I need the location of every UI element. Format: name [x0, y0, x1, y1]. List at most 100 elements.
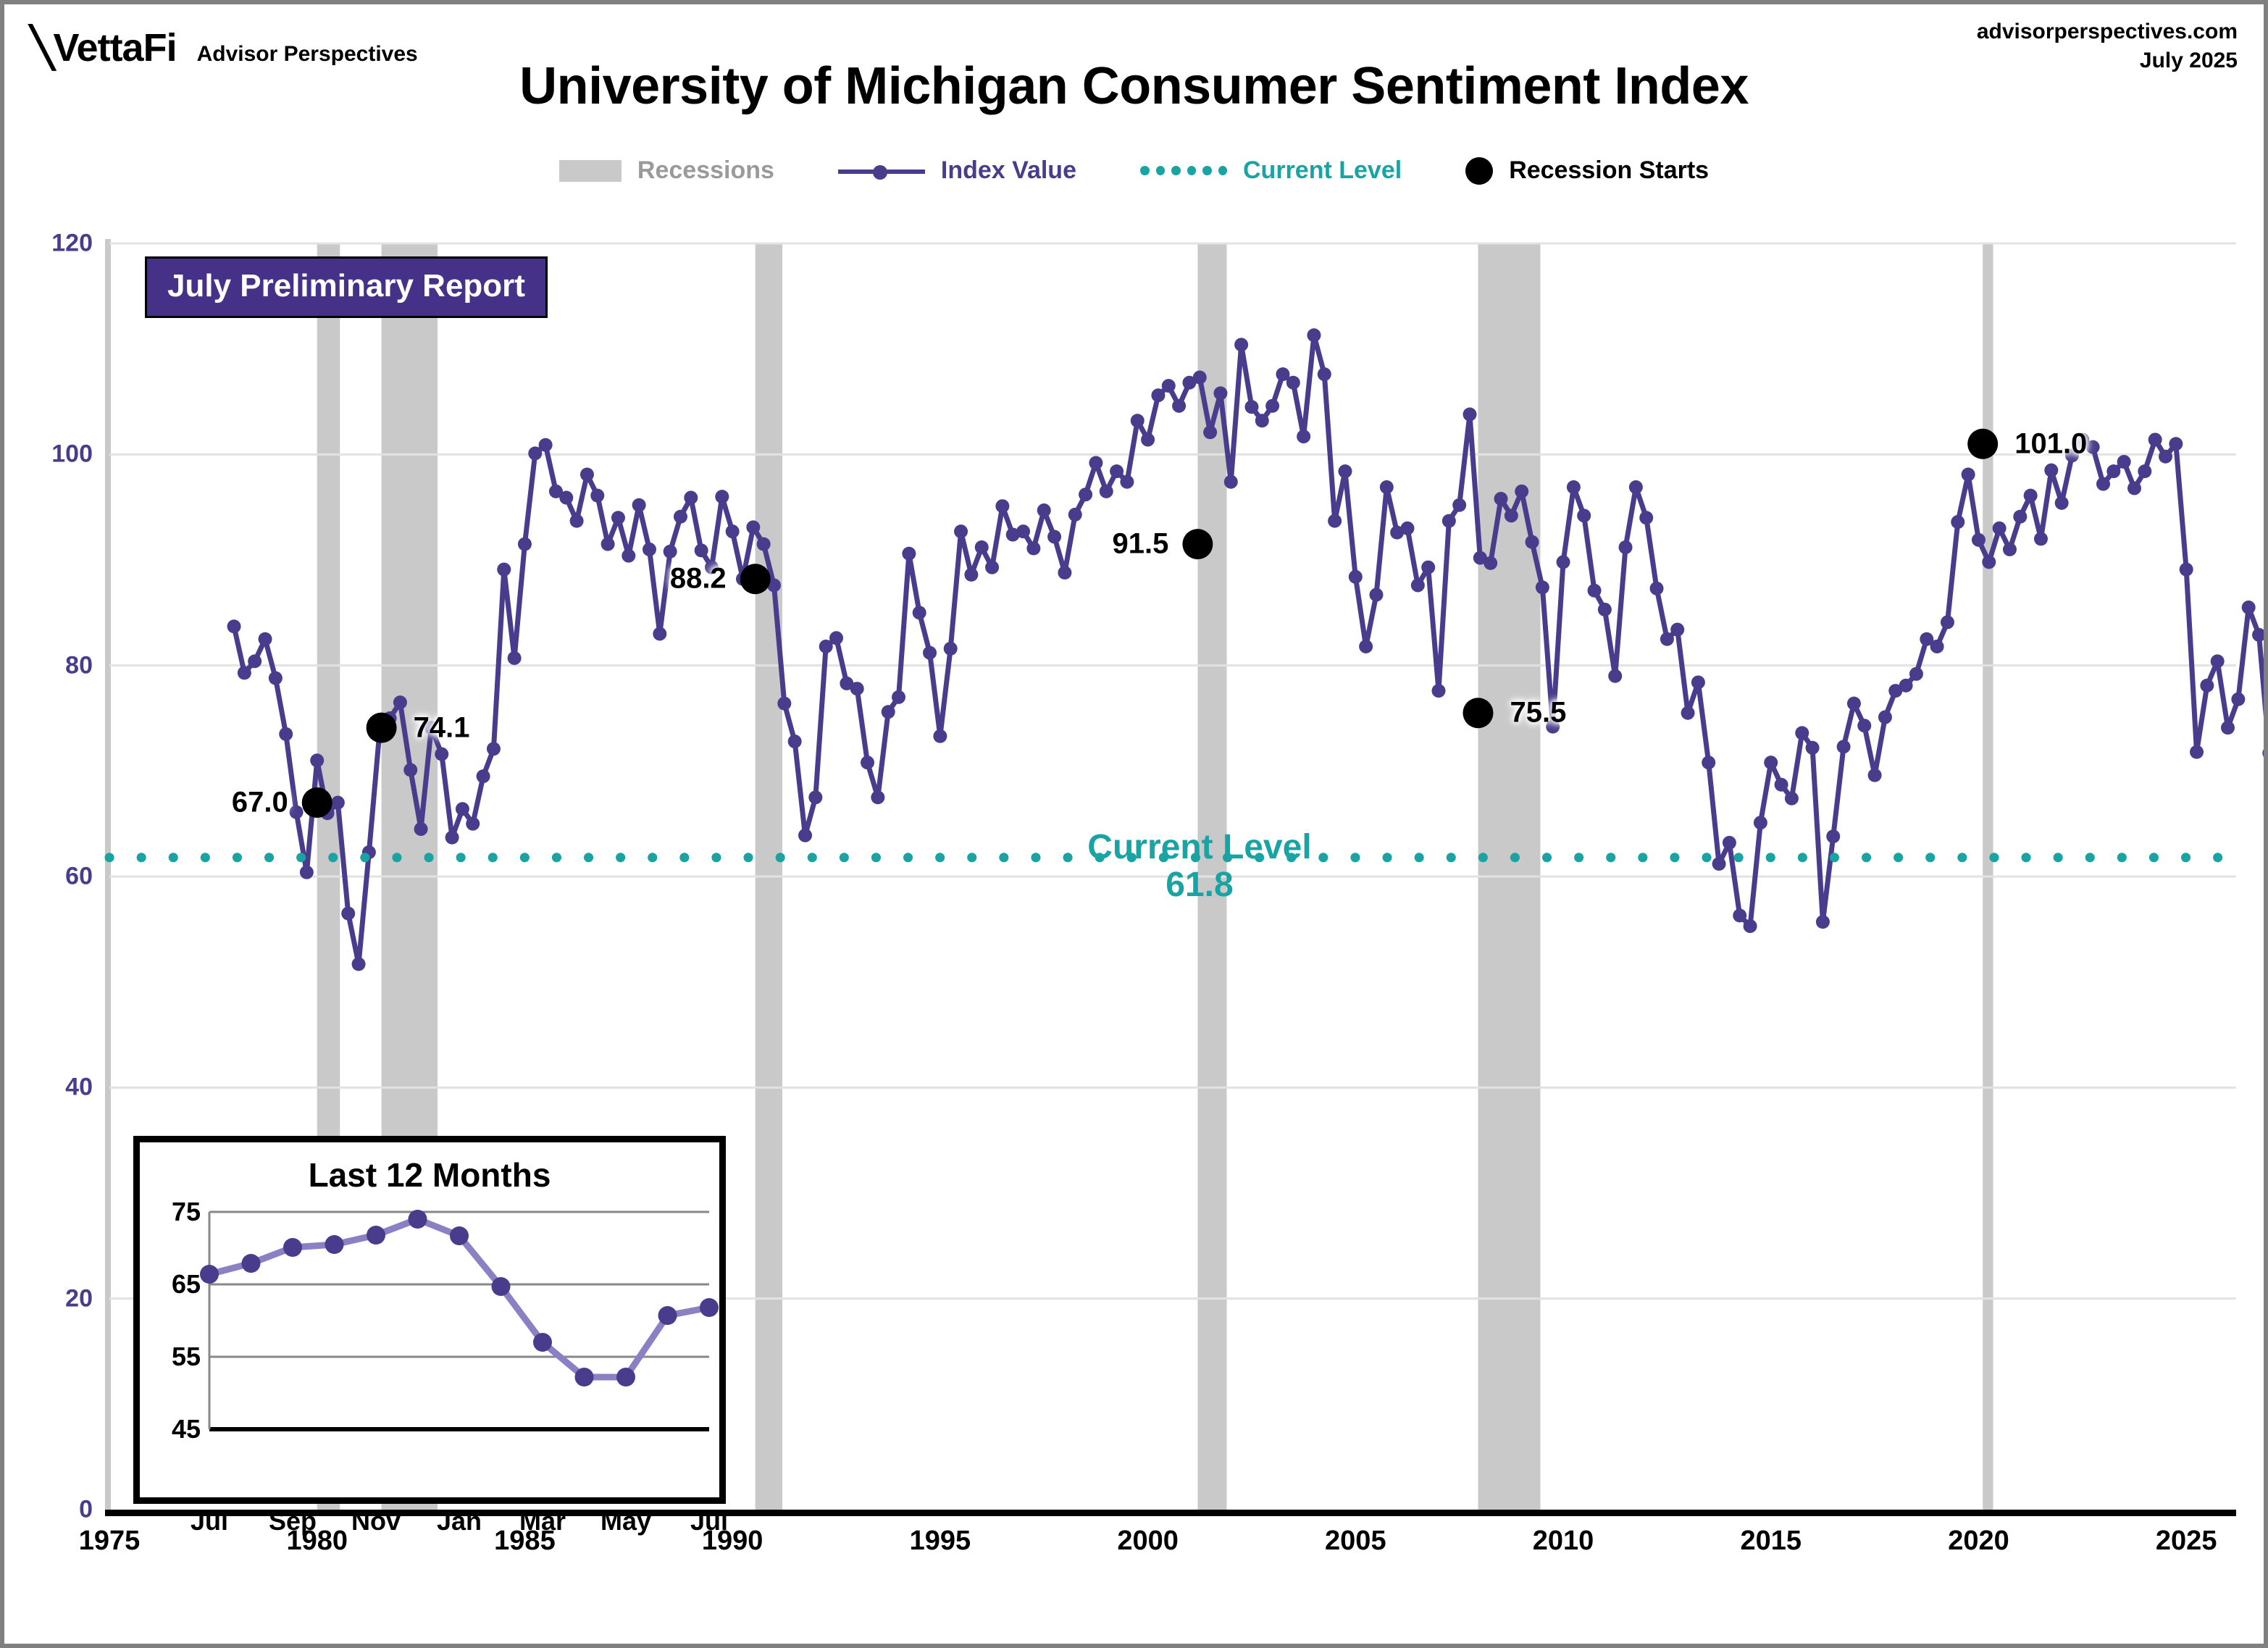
x-axis-tick-label: 2000 — [1117, 1526, 1179, 1556]
inset-x-tick-label: Nov — [351, 1506, 401, 1536]
x-axis-tick-label: 2005 — [1325, 1526, 1386, 1556]
recession-value-label: 91.5 — [1112, 527, 1169, 560]
inset-x-tick-label: Mar — [519, 1506, 566, 1536]
x-axis-tick-label: 2010 — [1532, 1526, 1594, 1556]
recession-band-swatch-icon — [558, 159, 622, 182]
index-value-marker — [1286, 375, 1300, 390]
index-value-marker — [310, 753, 325, 768]
current-level-annotation: Current Level 61.8 — [1047, 829, 1352, 904]
index-value-marker — [1421, 560, 1436, 574]
index-value-marker — [517, 537, 532, 551]
inset-plot-area: 45 55 65 75 Jul Sep Nov Jan Mar May Jul — [172, 1197, 728, 1536]
index-value-marker — [767, 578, 781, 593]
index-value-marker — [1276, 367, 1290, 382]
index-value-marker — [694, 543, 708, 558]
index-value-marker — [1826, 829, 1841, 844]
index-value-marker — [2085, 440, 2100, 454]
index-value-marker — [819, 639, 833, 653]
index-value-marker — [1265, 398, 1280, 413]
index-value-marker — [1431, 684, 1446, 698]
index-value-marker — [1795, 726, 1809, 740]
index-value-marker — [1089, 456, 1103, 470]
vettafi-logo-text: VettaFi — [53, 26, 177, 70]
index-value-marker — [2023, 488, 2038, 503]
recession-start-marker — [1463, 698, 1494, 729]
inset-x-tick-label: Jul — [190, 1506, 229, 1536]
index-value-marker — [2221, 721, 2235, 735]
current-level-annotation-title: Current Level — [1087, 828, 1312, 866]
black-dot-swatch-icon — [1465, 156, 1494, 185]
index-value-marker — [1639, 511, 1654, 525]
index-value-marker — [1971, 532, 1985, 547]
index-value-marker — [1182, 375, 1197, 390]
index-value-marker — [1743, 919, 1757, 933]
index-value-marker — [445, 830, 459, 845]
index-value-marker — [2231, 692, 2246, 706]
index-value-marker — [424, 721, 438, 735]
recession-start-marker — [301, 787, 332, 819]
index-value-marker — [1130, 414, 1145, 428]
index-value-marker — [1649, 581, 1664, 595]
index-value-marker — [840, 676, 854, 690]
index-value-marker — [414, 821, 428, 836]
x-axis-tick-label: 1990 — [701, 1526, 763, 1556]
index-value-marker — [1452, 498, 1467, 512]
index-value-marker — [943, 641, 958, 656]
index-value-marker — [777, 696, 792, 711]
index-value-marker — [548, 484, 563, 498]
index-value-marker — [1628, 480, 1643, 494]
x-axis-tick-label: 2015 — [1740, 1526, 1802, 1556]
index-value-marker — [2210, 654, 2225, 669]
index-value-marker — [632, 498, 646, 512]
inset-x-tick-label: Jul — [690, 1506, 729, 1536]
index-value-marker — [1390, 525, 1405, 540]
inset-marker — [283, 1238, 302, 1257]
y-axis-tick-label: 20 — [65, 1284, 93, 1313]
index-value-marker — [1846, 696, 1861, 711]
index-value-marker — [237, 666, 251, 680]
index-value-marker — [1815, 915, 1830, 929]
dotted-line-swatch-icon — [1140, 166, 1227, 175]
index-value-marker — [289, 805, 304, 819]
inset-marker — [367, 1226, 385, 1245]
inset-marker — [241, 1254, 261, 1273]
legend-label-index-value: Index Value — [940, 156, 1076, 184]
index-value-marker — [1244, 400, 1259, 414]
recession-value-label: 75.5 — [1510, 696, 1567, 729]
index-value-marker — [912, 606, 926, 620]
index-value-marker — [1867, 768, 1882, 782]
index-value-marker — [1307, 328, 1321, 343]
index-value-marker — [1753, 816, 1767, 830]
index-value-marker — [1213, 386, 1228, 401]
index-value-marker — [1379, 480, 1394, 494]
index-value-marker — [1494, 492, 1508, 506]
index-value-marker — [1297, 430, 1311, 444]
index-value-marker — [497, 562, 511, 577]
index-value-marker — [2148, 432, 2162, 447]
index-value-marker — [1805, 740, 1820, 755]
index-value-marker — [787, 735, 802, 749]
index-value-marker — [227, 619, 241, 634]
inset-x-tick-label: May — [600, 1506, 652, 1536]
index-value-marker — [1597, 602, 1612, 616]
index-value-marker — [1473, 551, 1487, 565]
index-value-marker — [653, 627, 667, 641]
index-value-marker — [1535, 580, 1549, 595]
index-value-marker — [974, 540, 989, 555]
y-axis-spine — [105, 239, 111, 1514]
y-axis-tick-label: 60 — [65, 862, 93, 890]
legend-label-recession-starts: Recession Starts — [1509, 156, 1710, 184]
recession-start-marker — [1182, 529, 1213, 560]
index-value-marker — [2200, 678, 2214, 693]
inset-marker — [616, 1368, 635, 1386]
index-value-marker — [829, 631, 844, 645]
index-value-marker — [1141, 432, 1155, 447]
index-value-marker — [1234, 338, 1249, 352]
y-axis-tick-labels: 0 20 40 60 80 100 120 — [4, 230, 106, 1523]
y-axis-tick-label: 80 — [65, 651, 93, 679]
index-value-marker — [569, 514, 584, 528]
index-value-marker — [1203, 425, 1218, 440]
y-axis-tick-label: 120 — [51, 229, 93, 257]
index-value-marker — [528, 446, 543, 461]
index-value-marker — [1618, 540, 1633, 555]
